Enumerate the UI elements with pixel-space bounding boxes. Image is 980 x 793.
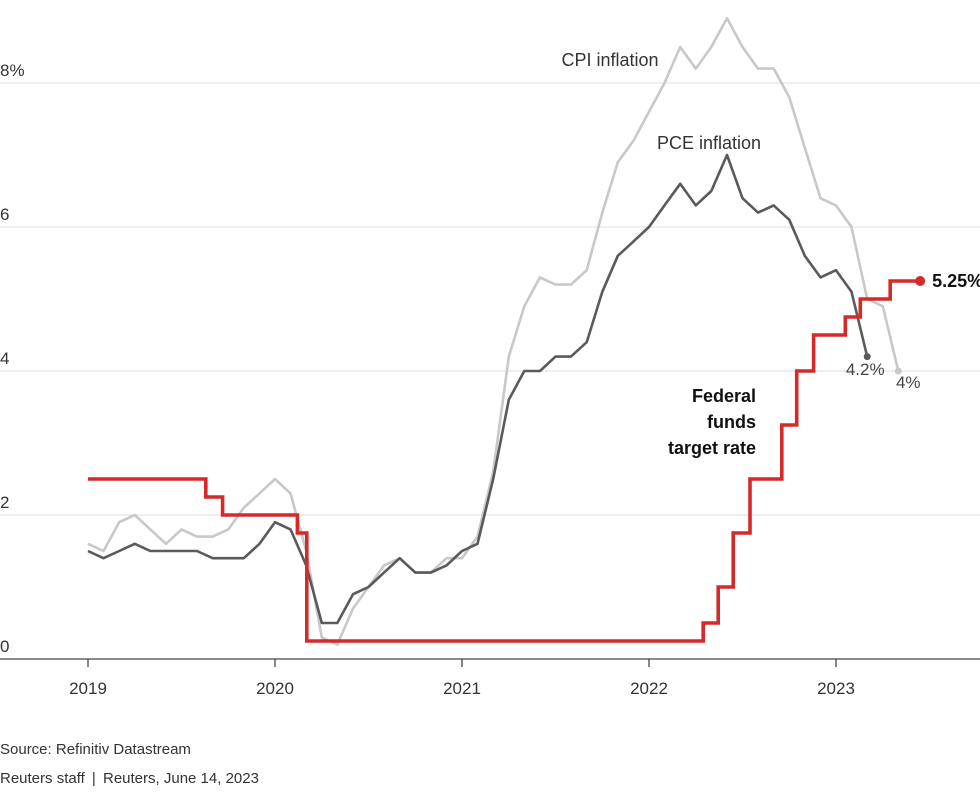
y-tick-label: 4 <box>0 349 9 368</box>
fed-funds-label-line: Federal <box>692 386 756 406</box>
x-tick-label: 2021 <box>443 679 481 698</box>
x-tick-label: 2023 <box>817 679 855 698</box>
y-tick-label: 0 <box>0 637 9 656</box>
inflation-chart: 0 2 4 6 8% 2019 2020 2021 2022 2023 CPI inflatio… <box>0 16 980 698</box>
fed-funds-end-point <box>915 276 926 286</box>
fed-funds-label-line: funds <box>707 412 756 432</box>
y-tick-label: 2 <box>0 493 9 512</box>
x-tick-label: 2020 <box>256 679 294 698</box>
pce-series-label: PCE inflation <box>657 133 761 153</box>
credit-line: Reuters staff | Reuters, June 14, 2023 <box>0 770 259 787</box>
gridlines <box>0 82 980 516</box>
fed-funds-end-label: 5.25% <box>932 271 980 291</box>
cpi-end-point <box>894 367 902 375</box>
y-axis-ticks: 0 2 4 6 8% <box>0 61 25 656</box>
series-labels: CPI inflation PCE inflation 4.2% 4% 5.25% Fed… <box>561 50 980 458</box>
pce-end-label: 4.2% <box>846 360 885 379</box>
series-lines <box>87 16 926 646</box>
pce-inflation-line <box>87 153 869 625</box>
x-tick-label: 2022 <box>630 679 668 698</box>
y-tick-label: 8% <box>0 61 25 80</box>
source-note: Source: Refinitiv Datastream <box>0 741 191 758</box>
y-tick-label: 6 <box>0 205 9 224</box>
fed-funds-label-line: target rate <box>668 438 756 458</box>
fed-funds-rate-line <box>88 279 921 643</box>
cpi-end-label: 4% <box>896 373 921 392</box>
cpi-inflation-line <box>87 16 900 646</box>
x-axis: 2019 2020 2021 2022 2023 <box>0 658 980 698</box>
x-tick-label: 2019 <box>69 679 107 698</box>
cpi-series-label: CPI inflation <box>561 50 658 70</box>
pce-end-point <box>863 353 871 361</box>
